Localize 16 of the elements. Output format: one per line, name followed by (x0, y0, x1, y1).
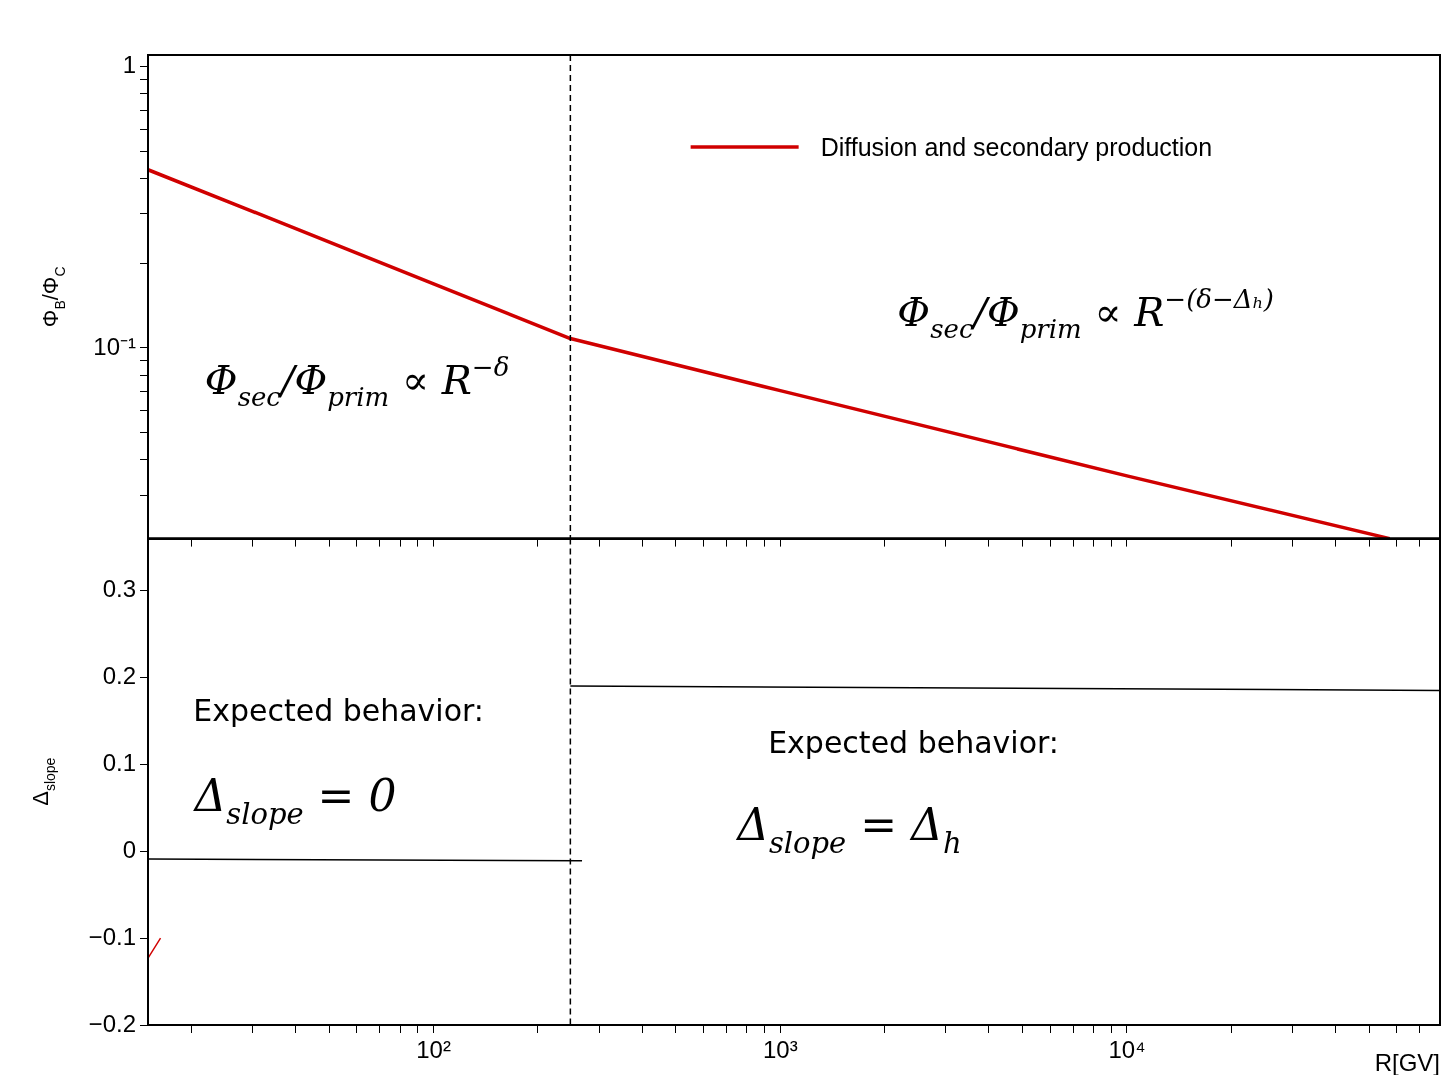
y-axis-title: ΦB/ΦC (38, 266, 68, 328)
annotation: Expected behavior: (193, 692, 484, 728)
y-tick-label: −0.1 (88, 922, 136, 950)
annotation: Expected behavior: (768, 724, 1059, 760)
y-tick-label: 0.1 (102, 748, 136, 776)
y-tick-label: 0 (122, 835, 136, 863)
x-tick-label: 10⁴ (1108, 1036, 1146, 1064)
legend-label: Diffusion and secondary production (820, 132, 1213, 161)
y-axis-title: Δslope (28, 757, 58, 806)
y-tick-label: −0.2 (88, 1009, 136, 1037)
x-tick-label: 10³ (762, 1036, 798, 1064)
y-tick-label: 0.3 (102, 575, 136, 603)
x-tick-label: 10² (416, 1036, 451, 1064)
y-tick-label: 1 (122, 51, 136, 79)
y-tick-label: 10⁻¹ (93, 332, 137, 360)
y-tick-label: 0.2 (102, 662, 136, 690)
